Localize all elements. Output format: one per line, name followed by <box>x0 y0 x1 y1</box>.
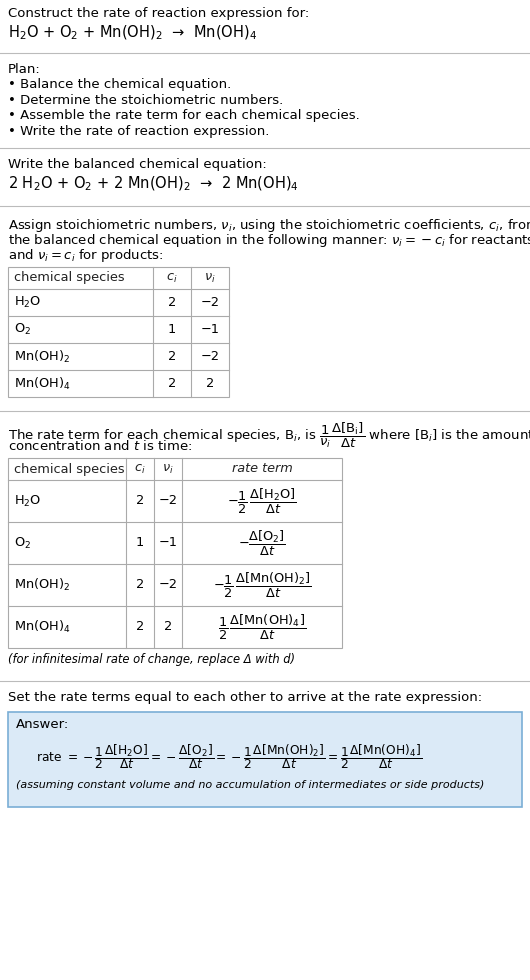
Text: Answer:: Answer: <box>16 718 69 731</box>
Text: $\dfrac{1}{2}\,\dfrac{\Delta[\mathrm{Mn(OH)_4}]}{\Delta t}$: $\dfrac{1}{2}\,\dfrac{\Delta[\mathrm{Mn(… <box>218 612 306 642</box>
FancyBboxPatch shape <box>8 712 522 807</box>
Text: −1: −1 <box>158 536 178 550</box>
Text: 1: 1 <box>168 323 176 336</box>
Text: −2: −2 <box>200 296 219 309</box>
Text: H$_2$O: H$_2$O <box>14 494 41 509</box>
Text: Mn(OH)$_2$: Mn(OH)$_2$ <box>14 349 70 365</box>
Text: H$_2$O + O$_2$ + Mn(OH)$_2$  →  Mn(OH)$_4$: H$_2$O + O$_2$ + Mn(OH)$_2$ → Mn(OH)$_4$ <box>8 24 257 42</box>
Text: and $\nu_i = c_i$ for products:: and $\nu_i = c_i$ for products: <box>8 248 164 265</box>
Text: −2: −2 <box>200 350 219 363</box>
Text: The rate term for each chemical species, B$_i$, is $\dfrac{1}{\nu_i}\dfrac{\Delt: The rate term for each chemical species,… <box>8 421 530 451</box>
Text: 2 H$_2$O + O$_2$ + 2 Mn(OH)$_2$  →  2 Mn(OH)$_4$: 2 H$_2$O + O$_2$ + 2 Mn(OH)$_2$ → 2 Mn(O… <box>8 175 299 193</box>
Text: 2: 2 <box>168 377 176 390</box>
Text: (assuming constant volume and no accumulation of intermediates or side products): (assuming constant volume and no accumul… <box>16 780 484 790</box>
Text: Construct the rate of reaction expression for:: Construct the rate of reaction expressio… <box>8 7 309 20</box>
Text: Mn(OH)$_4$: Mn(OH)$_4$ <box>14 619 70 635</box>
Text: $-\dfrac{1}{2}\,\dfrac{\Delta[\mathrm{Mn(OH)_2}]}{\Delta t}$: $-\dfrac{1}{2}\,\dfrac{\Delta[\mathrm{Mn… <box>213 570 312 600</box>
Text: rate $= -\dfrac{1}{2}\dfrac{\Delta[\mathrm{H_2O}]}{\Delta t}= -\dfrac{\Delta[\ma: rate $= -\dfrac{1}{2}\dfrac{\Delta[\math… <box>36 742 422 771</box>
Text: O$_2$: O$_2$ <box>14 535 31 551</box>
Text: Assign stoichiometric numbers, $\nu_i$, using the stoichiometric coefficients, $: Assign stoichiometric numbers, $\nu_i$, … <box>8 217 530 233</box>
Text: 2: 2 <box>136 495 144 508</box>
Text: −1: −1 <box>200 323 219 336</box>
Text: 2: 2 <box>164 620 172 633</box>
Text: O$_2$: O$_2$ <box>14 322 31 337</box>
Text: concentration and $t$ is time:: concentration and $t$ is time: <box>8 438 192 453</box>
Text: Plan:: Plan: <box>8 63 41 76</box>
Bar <box>8 458 342 648</box>
Text: • Assemble the rate term for each chemical species.: • Assemble the rate term for each chemic… <box>8 110 360 122</box>
Text: Mn(OH)$_2$: Mn(OH)$_2$ <box>14 577 70 593</box>
Text: 1: 1 <box>136 536 144 550</box>
Text: $\nu_i$: $\nu_i$ <box>204 271 216 284</box>
Text: H$_2$O: H$_2$O <box>14 295 41 310</box>
Text: $\nu_i$: $\nu_i$ <box>162 463 174 475</box>
Text: 2: 2 <box>136 620 144 633</box>
Text: $c_i$: $c_i$ <box>166 271 178 284</box>
Text: • Balance the chemical equation.: • Balance the chemical equation. <box>8 78 231 91</box>
Text: 2: 2 <box>168 350 176 363</box>
Text: Mn(OH)$_4$: Mn(OH)$_4$ <box>14 375 70 392</box>
Text: • Determine the stoichiometric numbers.: • Determine the stoichiometric numbers. <box>8 94 283 107</box>
Text: Write the balanced chemical equation:: Write the balanced chemical equation: <box>8 159 267 171</box>
Text: $-\dfrac{1}{2}\,\dfrac{\Delta[\mathrm{H_2O}]}{\Delta t}$: $-\dfrac{1}{2}\,\dfrac{\Delta[\mathrm{H_… <box>227 486 297 515</box>
Bar <box>8 267 229 397</box>
Text: −2: −2 <box>158 578 178 592</box>
Text: $-\dfrac{\Delta[\mathrm{O_2}]}{\Delta t}$: $-\dfrac{\Delta[\mathrm{O_2}]}{\Delta t}… <box>238 528 286 558</box>
Text: −2: −2 <box>158 495 178 508</box>
Text: 2: 2 <box>168 296 176 309</box>
Text: • Write the rate of reaction expression.: • Write the rate of reaction expression. <box>8 125 269 138</box>
Text: (for infinitesimal rate of change, replace Δ with d): (for infinitesimal rate of change, repla… <box>8 653 295 666</box>
Text: $c_i$: $c_i$ <box>134 463 146 475</box>
Text: chemical species: chemical species <box>14 271 125 284</box>
Text: 2: 2 <box>206 377 214 390</box>
Text: Set the rate terms equal to each other to arrive at the rate expression:: Set the rate terms equal to each other t… <box>8 691 482 704</box>
Text: rate term: rate term <box>232 463 293 475</box>
Text: chemical species: chemical species <box>14 463 125 475</box>
Text: the balanced chemical equation in the following manner: $\nu_i = -c_i$ for react: the balanced chemical equation in the fo… <box>8 232 530 249</box>
Text: 2: 2 <box>136 578 144 592</box>
